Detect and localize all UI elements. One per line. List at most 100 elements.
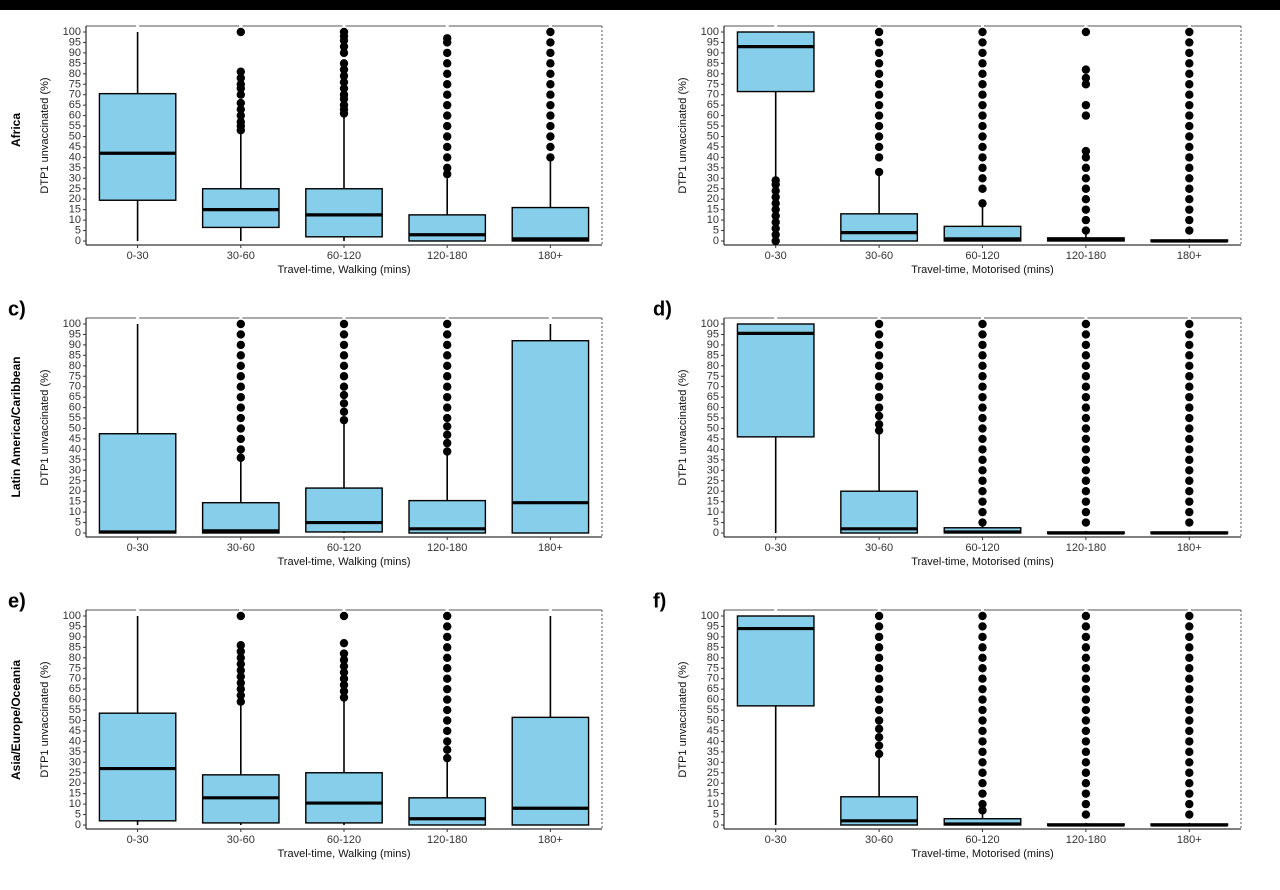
outlier-point <box>978 48 987 58</box>
outlier-point <box>443 447 452 456</box>
outlier-point <box>1185 351 1194 360</box>
y-tick-label: 20 <box>707 485 719 497</box>
outlier-point <box>236 330 245 339</box>
outlier-point <box>339 655 349 665</box>
outlier-point <box>1081 684 1091 694</box>
y-tick-label: 85 <box>707 641 719 653</box>
y-tick-label: 0 <box>713 819 719 831</box>
y-tick-label: 65 <box>69 99 81 111</box>
x-tick-label: 180+ <box>538 250 563 262</box>
outlier-point <box>546 121 555 131</box>
x-tick-label: 30-60 <box>865 542 893 554</box>
y-tick-label: 45 <box>69 433 81 445</box>
outlier-point <box>771 199 780 208</box>
outlier-point <box>546 100 555 110</box>
outlier-point <box>443 632 452 642</box>
y-axis-label: DTP1 unvaccinated (%) <box>677 369 689 485</box>
y-tick-label: 35 <box>707 746 719 758</box>
outlier-point <box>771 176 780 185</box>
outlier-point <box>443 90 452 99</box>
outlier-point <box>978 319 987 329</box>
outlier-point <box>1081 80 1091 89</box>
y-tick-label: 40 <box>69 735 81 747</box>
outlier-point <box>339 90 349 99</box>
outlier-point <box>978 716 987 725</box>
x-tick-label: 60-120 <box>327 834 361 846</box>
outlier-point <box>978 497 987 506</box>
outlier-point <box>339 674 349 683</box>
outlier-point <box>1185 48 1194 58</box>
outlier-point <box>1081 705 1091 715</box>
outlier-point <box>546 142 555 152</box>
outlier-point <box>978 434 987 444</box>
outlier-point <box>978 392 987 402</box>
y-tick-label: 50 <box>69 423 81 435</box>
outlier-point <box>874 674 884 683</box>
outlier-point <box>236 372 245 381</box>
y-tick-label: 45 <box>707 433 719 445</box>
y-tick-label: 75 <box>69 78 81 90</box>
outlier-point <box>339 59 349 68</box>
outlier-point <box>1185 705 1194 715</box>
outlier-point <box>978 199 987 208</box>
outlier-point <box>874 653 884 662</box>
outlier-point <box>339 84 349 93</box>
outlier-point <box>546 132 555 141</box>
y-tick-label: 30 <box>69 172 81 184</box>
outlier-point <box>443 100 452 110</box>
outlier-point <box>443 403 452 412</box>
outlier-point <box>771 192 780 202</box>
box-120-180 <box>1046 611 1125 827</box>
outlier-point <box>978 340 987 350</box>
outlier-point <box>874 382 884 391</box>
y-tick-label: 0 <box>75 819 81 831</box>
y-tick-label: 70 <box>707 673 719 685</box>
row-label: Africa <box>9 113 23 147</box>
outlier-point <box>1185 59 1194 68</box>
outlier-point <box>443 319 452 329</box>
outlier-point <box>1081 424 1091 433</box>
y-axis-label: DTP1 unvaccinated (%) <box>39 77 51 193</box>
y-tick-label: 80 <box>707 652 719 664</box>
y-tick-label: 100 <box>63 610 81 622</box>
box-30-60 <box>201 27 280 241</box>
outlier-point <box>874 27 884 37</box>
y-tick-label: 85 <box>69 641 81 653</box>
outlier-point <box>1081 65 1091 74</box>
chart-panel-2: 0510152025303540455055606570758085909510… <box>677 25 1242 276</box>
box-iqr <box>736 615 815 707</box>
outlier-point <box>874 59 884 68</box>
outlier-point <box>1081 758 1091 767</box>
top-bar <box>0 0 1280 10</box>
y-tick-label: 35 <box>69 454 81 466</box>
x-tick-label: 60-120 <box>965 834 999 846</box>
outlier-point <box>236 67 245 76</box>
outlier-point <box>236 413 245 423</box>
x-tick-label: 120-180 <box>1066 250 1106 262</box>
y-tick-label: 35 <box>69 162 81 174</box>
outlier-point <box>978 90 987 99</box>
outlier-point <box>978 789 987 798</box>
y-tick-label: 15 <box>707 496 719 508</box>
y-tick-label: 90 <box>707 631 719 643</box>
outlier-point <box>874 392 884 402</box>
outlier-point <box>1185 27 1194 37</box>
outlier-point <box>978 684 987 694</box>
outlier-point <box>339 661 349 671</box>
outlier-point <box>236 434 245 444</box>
outlier-point <box>1185 653 1194 662</box>
x-tick-label: 60-120 <box>327 542 361 554</box>
outlier-point <box>339 65 349 74</box>
outlier-point <box>978 38 987 47</box>
outlier-point <box>1081 163 1091 173</box>
y-tick-label: 80 <box>69 360 81 372</box>
outlier-point <box>978 695 987 704</box>
outlier-point <box>978 372 987 381</box>
outlier-point <box>874 733 884 742</box>
y-tick-label: 75 <box>707 370 719 382</box>
outlier-point <box>874 319 884 329</box>
outlier-point <box>874 340 884 350</box>
x-tick-label: 120-180 <box>1066 542 1106 554</box>
outlier-point <box>236 684 245 694</box>
outlier-point <box>236 319 245 329</box>
